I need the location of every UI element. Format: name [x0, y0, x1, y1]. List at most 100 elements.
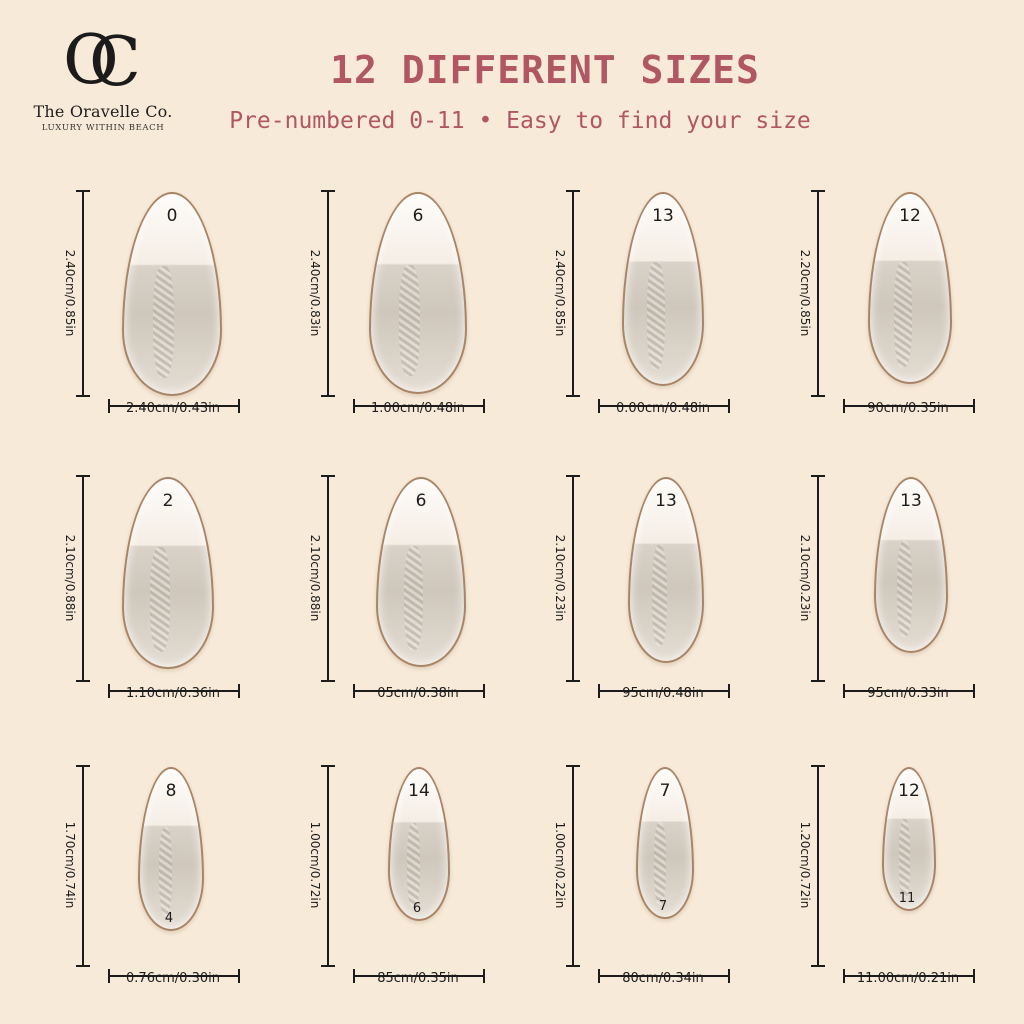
- width-measure-tick: [353, 969, 355, 983]
- press-on-nail: 14: [388, 767, 450, 921]
- length-measure-cap: [76, 475, 90, 477]
- width-label: 95cm/0.48in: [622, 686, 704, 701]
- width-measure-tick: [973, 684, 975, 698]
- length-label: 2.10cm/0.23in: [798, 534, 812, 621]
- width-measure-tick: [728, 399, 730, 413]
- page-title: 12 DIFFERENT SIZES: [330, 48, 760, 92]
- width-measure-line: [843, 690, 973, 692]
- width-label: 95cm/0.33in: [867, 686, 949, 701]
- nail-number: 6: [415, 491, 427, 511]
- width-label: 0.76cm/0.30in: [126, 971, 220, 986]
- width-measure-tick: [483, 399, 485, 413]
- length-label: 2.40cm/0.85in: [63, 249, 77, 336]
- monogram-letter-c: C: [89, 23, 142, 102]
- length-measure-cap: [76, 680, 90, 682]
- length-measure-line: [327, 190, 329, 395]
- length-measure-cap: [321, 765, 335, 767]
- width-label: 85cm/0.35in: [377, 971, 459, 986]
- width-measure-tick: [728, 684, 730, 698]
- length-measure-cap: [76, 965, 90, 967]
- press-on-nail: 6: [369, 192, 467, 394]
- nail-number: 8: [165, 781, 177, 801]
- nail-number: 13: [655, 491, 677, 511]
- brand-logo: O C The Oravelle Co. LUXURY WITHIN BEACH: [18, 23, 188, 134]
- width-measure-tick: [843, 399, 845, 413]
- width-label: 1.10cm/0.36in: [126, 686, 220, 701]
- length-measure-cap: [566, 395, 580, 397]
- length-measure-line: [327, 765, 329, 965]
- width-measure-line: [843, 405, 973, 407]
- length-measure-line: [572, 475, 574, 680]
- width-measure-tick: [728, 969, 730, 983]
- nail-bottom-number: 6: [412, 901, 422, 916]
- length-measure-line: [817, 190, 819, 395]
- width-measure-line: [353, 690, 483, 692]
- length-label: 1.70cm/0.74in: [63, 821, 77, 909]
- length-measure-cap: [321, 190, 335, 192]
- width-label: 0.00cm/0.48in: [616, 401, 710, 416]
- width-measure-tick: [483, 684, 485, 698]
- press-on-nail: 2: [122, 477, 214, 669]
- page-subtitle: Pre-numbered 0-11 • Easy to find your si…: [229, 108, 811, 134]
- width-measure-tick: [598, 684, 600, 698]
- length-measure-cap: [566, 965, 580, 967]
- press-on-nail: 7: [636, 767, 694, 919]
- length-label: 2.40cm/0.85in: [553, 249, 567, 336]
- nail-number: 12: [899, 206, 921, 226]
- width-measure-tick: [108, 969, 110, 983]
- press-on-nail: 12: [882, 767, 936, 911]
- press-on-nail: 13: [874, 477, 948, 653]
- length-measure-cap: [566, 190, 580, 192]
- length-measure-cap: [76, 190, 90, 192]
- length-label: 2.20cm/0.85in: [798, 249, 812, 336]
- length-measure-cap: [566, 475, 580, 477]
- length-label: 1.20cm/0.72in: [798, 821, 812, 909]
- length-measure-cap: [811, 765, 825, 767]
- brand-monogram: O C: [63, 23, 143, 102]
- length-measure-cap: [811, 965, 825, 967]
- width-label: 90cm/0.35in: [867, 401, 949, 416]
- width-measure-tick: [238, 399, 240, 413]
- width-measure-line: [598, 975, 728, 977]
- width-measure-tick: [973, 399, 975, 413]
- width-measure-tick: [483, 969, 485, 983]
- length-measure-line: [572, 190, 574, 395]
- length-label: 2.40cm/0.83in: [308, 249, 322, 336]
- width-measure-tick: [843, 684, 845, 698]
- length-measure-line: [327, 475, 329, 680]
- nail-number: 6: [412, 206, 424, 226]
- width-label: 05cm/0.38in: [377, 686, 459, 701]
- width-measure-tick: [598, 399, 600, 413]
- length-measure-cap: [811, 680, 825, 682]
- length-label: 2.10cm/0.88in: [63, 534, 77, 621]
- length-measure-cap: [76, 395, 90, 397]
- length-measure-cap: [76, 765, 90, 767]
- nail-bottom-number: 11: [898, 891, 916, 906]
- length-measure-cap: [811, 190, 825, 192]
- nail-number: 14: [408, 781, 430, 801]
- width-measure-line: [108, 975, 238, 977]
- nail-number: 13: [652, 206, 674, 226]
- length-measure-line: [82, 765, 84, 965]
- width-measure-line: [598, 405, 728, 407]
- width-measure-tick: [598, 969, 600, 983]
- length-measure-cap: [321, 965, 335, 967]
- nail-bottom-number: 4: [164, 911, 174, 926]
- length-measure-line: [572, 765, 574, 965]
- width-label: 11.00cm/0.21in: [856, 971, 960, 986]
- nail-number: 2: [162, 491, 174, 511]
- length-measure-line: [817, 475, 819, 680]
- width-measure-tick: [973, 969, 975, 983]
- nail-number: 7: [659, 781, 671, 801]
- width-measure-tick: [108, 684, 110, 698]
- length-label: 2.10cm/0.23in: [553, 534, 567, 621]
- width-measure-tick: [353, 684, 355, 698]
- length-measure-line: [82, 475, 84, 680]
- press-on-nail: 13: [622, 192, 704, 386]
- nail-bottom-number: 7: [658, 899, 668, 914]
- width-measure-line: [843, 975, 973, 977]
- brand-tagline: LUXURY WITHIN BEACH: [41, 123, 165, 133]
- press-on-nail: 8: [138, 767, 204, 931]
- length-measure-cap: [811, 395, 825, 397]
- width-measure-tick: [843, 969, 845, 983]
